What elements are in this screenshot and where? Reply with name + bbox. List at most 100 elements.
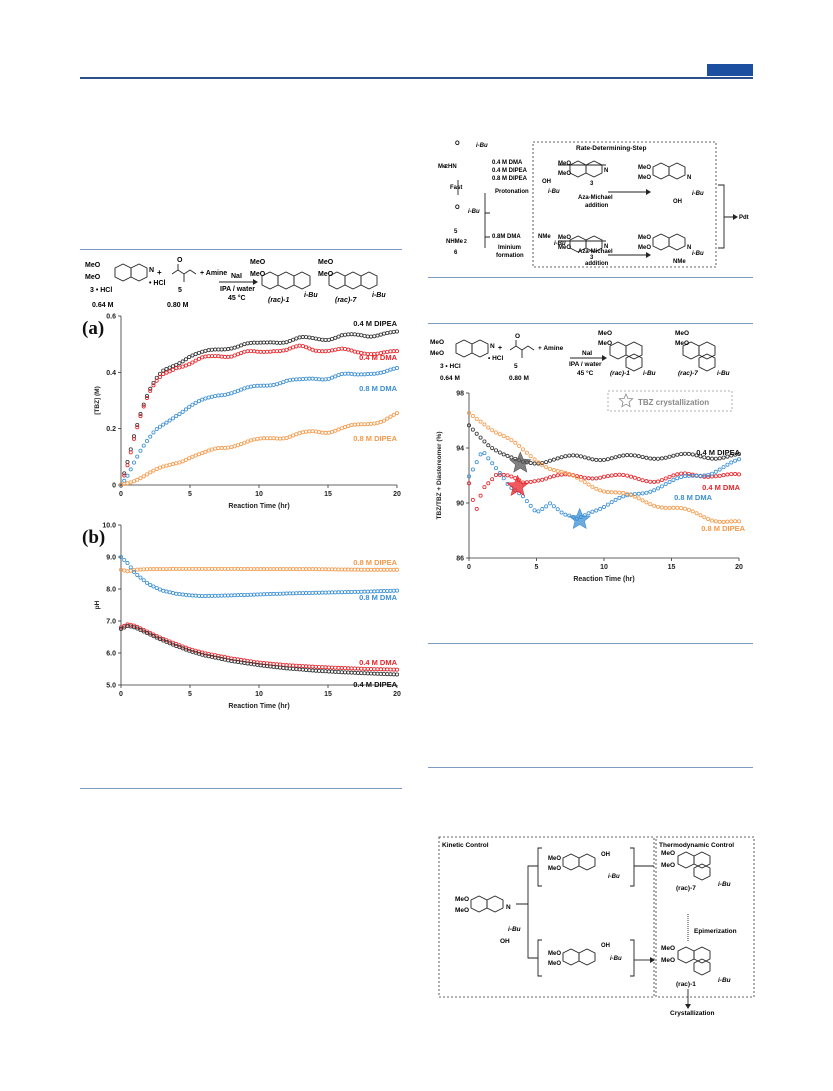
svg-text:0.8M DMA: 0.8M DMA xyxy=(492,234,521,240)
y-tick-label: 0 xyxy=(112,483,116,490)
data-point xyxy=(648,479,653,484)
data-point xyxy=(478,493,483,498)
data-point xyxy=(513,440,518,445)
data-point xyxy=(278,591,283,596)
data-point xyxy=(141,474,146,479)
data-point xyxy=(157,375,162,380)
data-point xyxy=(144,394,149,399)
data-point xyxy=(352,422,357,427)
svg-text:O: O xyxy=(515,333,520,340)
data-point xyxy=(294,336,299,341)
data-point xyxy=(343,371,348,376)
data-point xyxy=(333,347,338,352)
data-point xyxy=(725,454,730,459)
svg-text:Iminium: Iminium xyxy=(498,245,521,251)
data-point xyxy=(268,436,273,441)
data-point xyxy=(213,394,218,399)
data-point xyxy=(625,473,630,478)
data-point xyxy=(352,567,357,572)
data-point xyxy=(261,436,266,441)
data-point xyxy=(252,437,257,442)
chart-c: 86 90 94 98 0 5 10 15 20 Reaction Time (hr) TBZ/TB… xyxy=(436,391,746,584)
data-point xyxy=(313,348,318,353)
data-point xyxy=(567,472,572,477)
data-point xyxy=(258,592,263,597)
data-point xyxy=(170,591,175,596)
data-point xyxy=(378,419,383,424)
data-point xyxy=(394,411,399,416)
data-point xyxy=(222,354,227,359)
data-point xyxy=(281,591,286,596)
data-point xyxy=(532,479,537,484)
data-point xyxy=(167,369,172,374)
rds-label: Rate-Determining-Step xyxy=(576,145,646,152)
data-point xyxy=(470,467,475,472)
data-point xyxy=(343,567,348,572)
data-point xyxy=(164,639,169,644)
data-point xyxy=(536,509,541,514)
data-point xyxy=(255,567,260,572)
data-point xyxy=(391,366,396,371)
data-point xyxy=(183,592,188,597)
product2-label: (rac)-7 xyxy=(335,297,358,304)
data-point xyxy=(154,585,159,590)
data-point xyxy=(265,340,270,345)
data-point xyxy=(621,453,626,458)
header-rule xyxy=(80,77,753,79)
svg-text:OH: OH xyxy=(601,852,610,858)
data-point xyxy=(310,590,315,595)
data-point xyxy=(339,567,344,572)
data-point xyxy=(706,456,711,461)
data-point xyxy=(164,567,169,572)
svg-text:N: N xyxy=(490,343,495,350)
data-point xyxy=(532,461,537,466)
y-tick-label: 90 xyxy=(456,501,464,508)
svg-text:MeO: MeO xyxy=(430,350,444,357)
data-point xyxy=(336,590,341,595)
x-tick-label: 15 xyxy=(324,491,332,498)
data-point xyxy=(213,593,218,598)
data-point xyxy=(294,344,299,349)
data-point xyxy=(394,349,399,354)
data-point xyxy=(333,335,338,340)
data-point xyxy=(613,472,618,477)
data-point xyxy=(385,368,390,373)
data-point xyxy=(284,340,289,345)
data-point xyxy=(193,358,198,363)
data-point xyxy=(304,429,309,434)
data-point xyxy=(725,462,730,467)
data-point xyxy=(382,567,387,572)
data-point xyxy=(154,378,159,383)
y-tick-label: 6.0 xyxy=(106,651,116,658)
data-point xyxy=(307,590,312,595)
y-tick-label: 0.4 xyxy=(106,370,116,377)
data-point xyxy=(362,372,367,377)
y-tick-label: 86 xyxy=(456,556,464,563)
data-point xyxy=(349,423,354,428)
y-tick-label: 10.0 xyxy=(102,523,116,530)
data-point xyxy=(317,664,322,669)
data-point xyxy=(300,344,305,349)
data-point xyxy=(200,593,205,598)
series-0-4-m-dipea xyxy=(119,623,399,677)
data-point xyxy=(252,384,257,389)
data-point xyxy=(729,453,734,458)
data-point xyxy=(679,452,684,457)
data-point xyxy=(586,511,591,516)
data-point xyxy=(196,452,201,457)
plus-amine: + Amine xyxy=(200,270,227,277)
data-point xyxy=(540,507,545,512)
data-point xyxy=(349,567,354,572)
data-point xyxy=(613,455,618,460)
y-tick-label: 8.0 xyxy=(106,587,116,594)
data-point xyxy=(675,472,680,477)
data-point xyxy=(598,458,603,463)
data-point xyxy=(304,667,309,672)
data-point xyxy=(278,436,283,441)
svg-text:N: N xyxy=(604,168,608,174)
data-point xyxy=(317,567,322,572)
data-point xyxy=(320,567,325,572)
svg-text:MeO: MeO xyxy=(548,866,561,872)
data-point xyxy=(644,500,649,505)
series-label: 0.4 M DMA xyxy=(359,658,398,667)
